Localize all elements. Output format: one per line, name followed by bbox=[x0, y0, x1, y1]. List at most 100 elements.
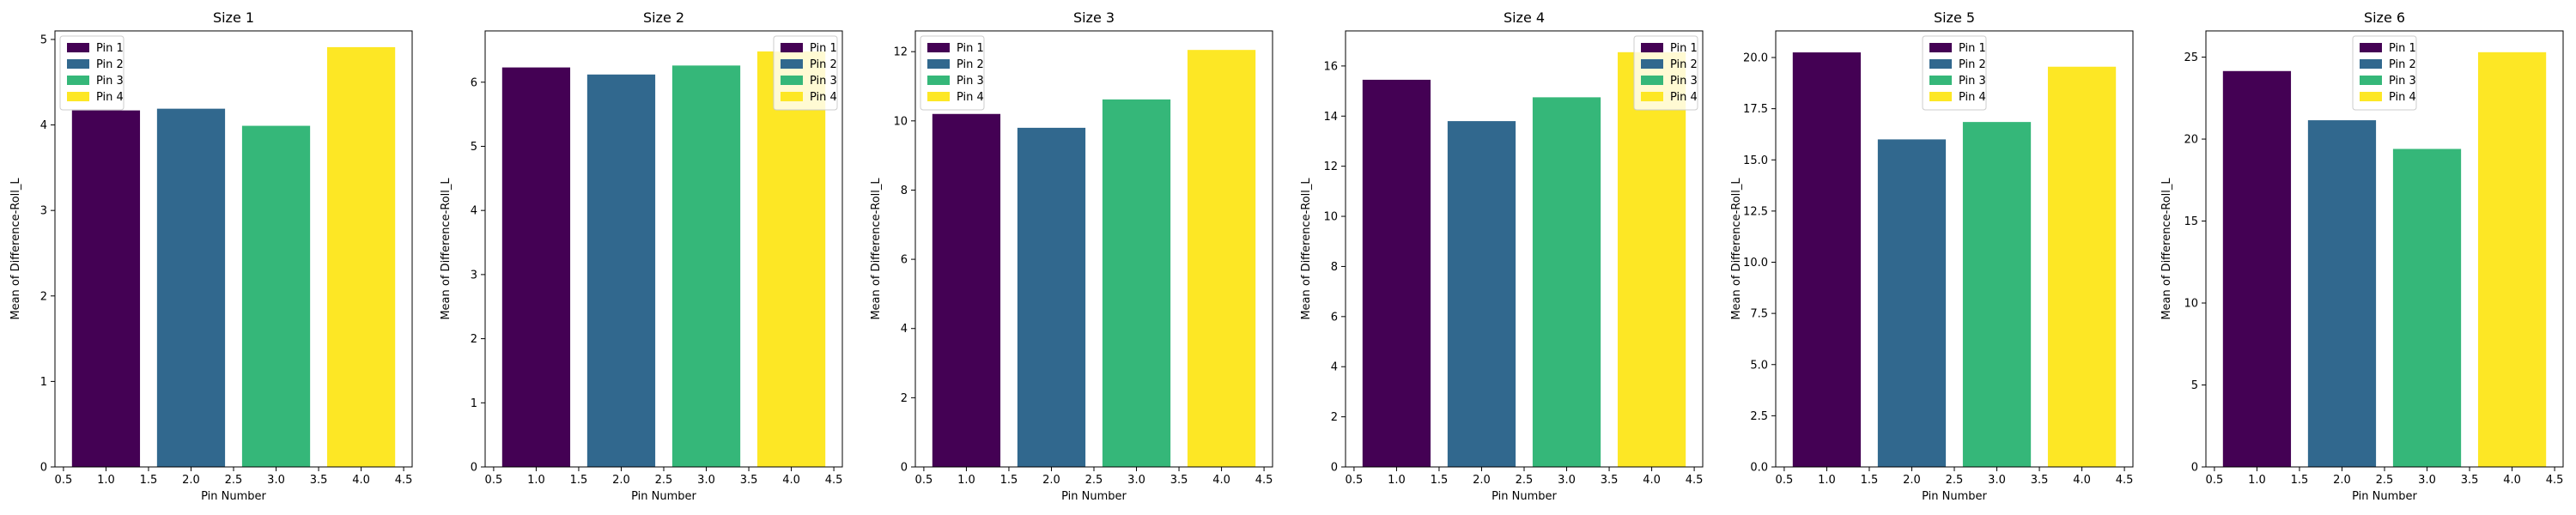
y-tick-label: 8 bbox=[1331, 261, 1338, 274]
x-tick-label: 0.5 bbox=[55, 474, 73, 487]
chart-title: Size 6 bbox=[2364, 9, 2405, 26]
bar-pin-3 bbox=[671, 65, 741, 467]
legend-box bbox=[1633, 35, 1698, 111]
y-tick-label: 5 bbox=[471, 141, 477, 154]
x-tick-label: 3.0 bbox=[1127, 474, 1145, 487]
legend-label: Pin 4 bbox=[1670, 91, 1698, 104]
bar-pin-3 bbox=[241, 125, 311, 468]
legend-box bbox=[2352, 35, 2417, 111]
bar-pin-2 bbox=[1017, 127, 1086, 467]
y-tick-label: 12 bbox=[1323, 161, 1338, 173]
x-tick-label: 2.5 bbox=[655, 474, 673, 487]
bar-pin-2 bbox=[1447, 121, 1516, 467]
y-tick-label: 6 bbox=[471, 76, 477, 89]
legend: Pin 1 Pin 2 Pin 3 Pin 4 bbox=[59, 35, 125, 111]
x-tick-label: 0.5 bbox=[485, 474, 503, 487]
y-tick-label: 4 bbox=[471, 205, 477, 218]
y-axis-label: Mean of Difference-Roll_L bbox=[870, 178, 883, 320]
legend-swatch bbox=[1641, 43, 1663, 52]
legend-label: Pin 4 bbox=[957, 91, 984, 104]
y-tick-label: 15.0 bbox=[1743, 154, 1768, 167]
x-tick-label: 1.5 bbox=[2291, 474, 2309, 487]
legend: Pin 1 Pin 2 Pin 3 Pin 4 bbox=[773, 35, 838, 111]
x-tick-label: 1.0 bbox=[957, 474, 975, 487]
y-tick-label: 5 bbox=[40, 33, 47, 46]
bar-pin-3 bbox=[1962, 122, 2032, 467]
bar-pin-3 bbox=[1532, 97, 1601, 468]
x-tick-label: 2.0 bbox=[612, 474, 630, 487]
legend-label: Pin 2 bbox=[96, 58, 124, 71]
x-tick-label: 1.0 bbox=[1388, 474, 1406, 487]
y-tick-label: 8 bbox=[901, 185, 908, 197]
x-tick-label: 4.0 bbox=[2503, 474, 2521, 487]
x-axis-label: Pin Number bbox=[631, 490, 696, 503]
y-tick-label: 3 bbox=[40, 205, 47, 218]
y-tick-label: 10 bbox=[1323, 211, 1338, 224]
y-axis-label: Mean of Difference-Roll_L bbox=[9, 178, 22, 320]
legend: Pin 1 Pin 2 Pin 3 Pin 4 bbox=[1633, 35, 1698, 111]
x-tick-label: 2.0 bbox=[1903, 474, 1921, 487]
legend-label: Pin 2 bbox=[957, 58, 984, 71]
x-tick-label: 1.5 bbox=[1000, 474, 1018, 487]
x-tick-label: 1.0 bbox=[97, 474, 115, 487]
x-tick-label: 3.0 bbox=[267, 474, 285, 487]
legend-box bbox=[59, 35, 125, 111]
bar-pin-4 bbox=[2477, 52, 2547, 468]
x-tick-label: 3.5 bbox=[740, 474, 758, 487]
legend-swatch bbox=[67, 76, 89, 85]
x-tick-label: 4.5 bbox=[1255, 474, 1273, 487]
legend-swatch bbox=[2360, 92, 2382, 101]
x-tick-label: 1.5 bbox=[1431, 474, 1449, 487]
legend-label: Pin 3 bbox=[1959, 75, 1986, 88]
chart-title: Size 4 bbox=[1504, 9, 1545, 26]
x-tick-label: 2.5 bbox=[1946, 474, 1964, 487]
bar-pin-2 bbox=[586, 74, 656, 468]
legend-label: Pin 1 bbox=[2389, 42, 2416, 55]
bar-pin-2 bbox=[2307, 120, 2377, 467]
legend-label: Pin 2 bbox=[1959, 58, 1986, 71]
y-axis-label: Mean of Difference-Roll_L bbox=[1730, 178, 1743, 320]
y-tick-label: 0 bbox=[471, 462, 477, 475]
bar-pin-1 bbox=[1792, 52, 1862, 467]
y-tick-label: 4 bbox=[901, 323, 908, 336]
legend-swatch bbox=[1929, 76, 1952, 85]
bar-pin-1 bbox=[1362, 79, 1431, 468]
bar-pin-4 bbox=[2047, 66, 2117, 467]
chart-title: Size 1 bbox=[213, 9, 254, 26]
x-tick-label: 4.5 bbox=[1686, 474, 1704, 487]
y-tick-label: 2 bbox=[40, 290, 47, 303]
y-tick-label: 10 bbox=[2184, 298, 2198, 311]
y-tick-label: 7.5 bbox=[1750, 308, 1768, 321]
x-tick-label: 3.0 bbox=[1988, 474, 2006, 487]
x-tick-label: 3.5 bbox=[2461, 474, 2479, 487]
legend-box bbox=[1922, 35, 1987, 111]
legend-swatch bbox=[1929, 59, 1952, 69]
y-tick-label: 1 bbox=[471, 397, 477, 410]
legend-label: Pin 3 bbox=[957, 75, 984, 88]
y-tick-label: 14 bbox=[1323, 111, 1338, 124]
x-tick-label: 3.0 bbox=[697, 474, 715, 487]
legend: Pin 1 Pin 2 Pin 3 Pin 4 bbox=[1922, 35, 1987, 111]
x-tick-label: 1.0 bbox=[1818, 474, 1836, 487]
y-tick-label: 0.0 bbox=[1750, 462, 1768, 475]
x-tick-label: 0.5 bbox=[1776, 474, 1794, 487]
chart-panel-2: 0.5 1.0 1.5 2.0 2.5 3.0 3.5 4.0 4.5 0 1 2 3 4 5 6 Size 2… bbox=[440, 9, 843, 503]
y-tick-label: 0 bbox=[901, 462, 908, 475]
y-tick-label: 25 bbox=[2184, 52, 2198, 64]
bar-pin-4 bbox=[756, 51, 826, 467]
legend-box bbox=[920, 35, 985, 111]
chart-panel-5: 0.5 1.0 1.5 2.0 2.5 3.0 3.5 4.0 4.5 0.0 2.5 5.0 7.5 1… bbox=[1730, 9, 2134, 503]
x-tick-label: 1.0 bbox=[527, 474, 545, 487]
chart-panel-3: 0.5 1.0 1.5 2.0 2.5 3.0 3.5 4.0 4.5 0 2 4 6 8 10 12 Size… bbox=[870, 9, 1273, 503]
bar-pin-4 bbox=[326, 46, 396, 468]
x-tick-label: 4.0 bbox=[782, 474, 800, 487]
legend-label: Pin 1 bbox=[1670, 42, 1698, 55]
y-tick-label: 0 bbox=[2191, 462, 2198, 475]
bar-pin-1 bbox=[932, 113, 1001, 467]
x-axis-label: Pin Number bbox=[1061, 490, 1127, 503]
legend-label: Pin 3 bbox=[1670, 75, 1698, 88]
legend-label: Pin 4 bbox=[810, 91, 837, 104]
legend-label: Pin 1 bbox=[1959, 42, 1986, 55]
x-tick-label: 0.5 bbox=[2206, 474, 2224, 487]
x-tick-label: 2.5 bbox=[2376, 474, 2394, 487]
